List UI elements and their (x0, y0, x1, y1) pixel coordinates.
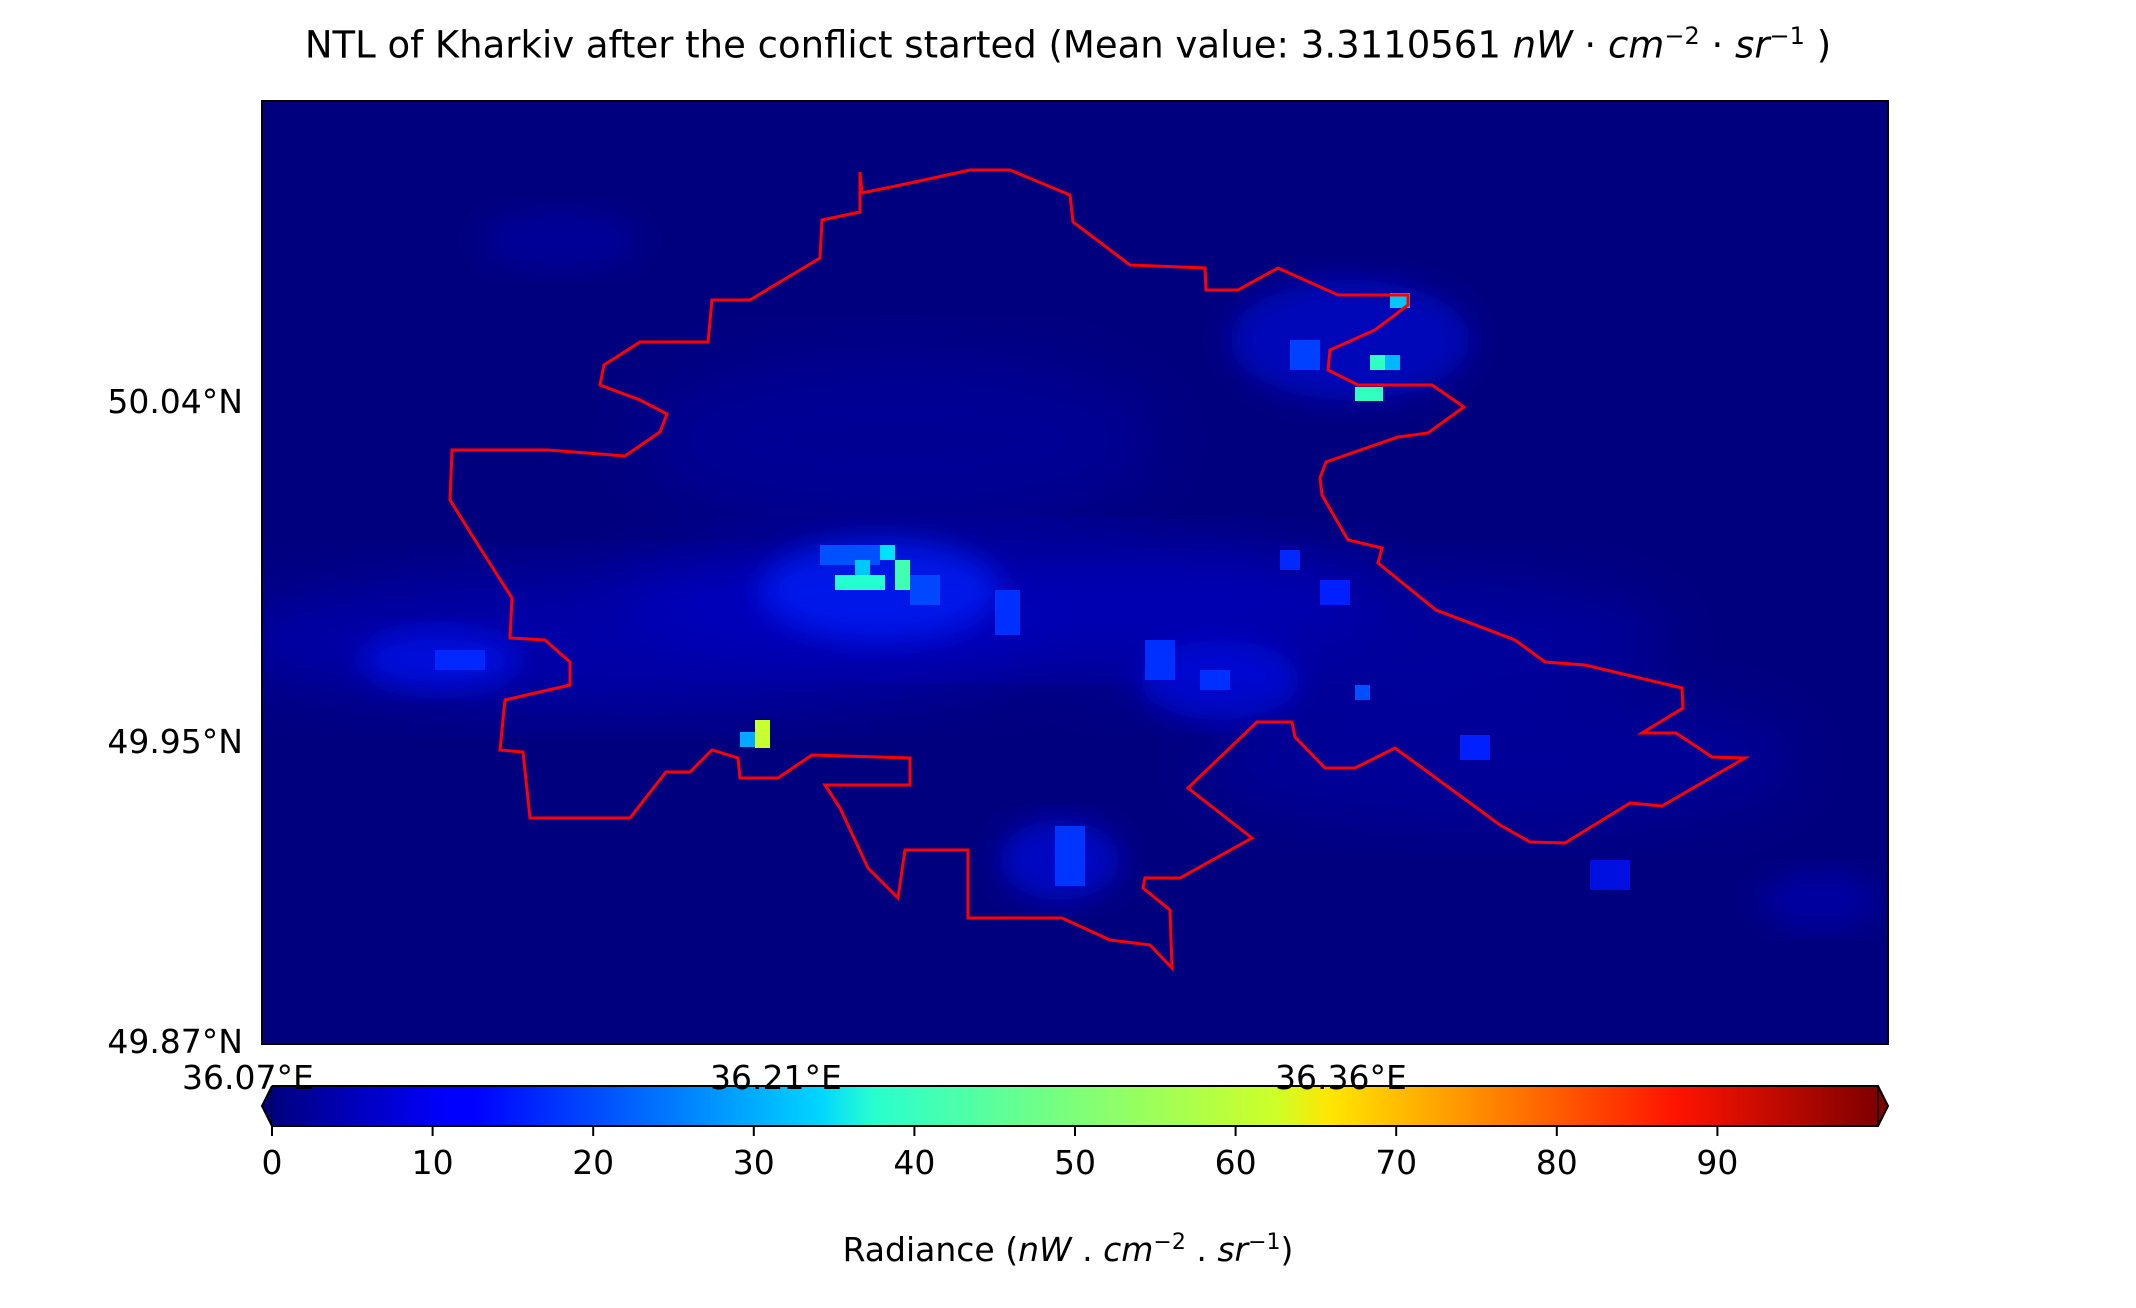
colorbar-label: Radiance (nW . cm−2 . sr−1) (0, 1230, 2136, 1269)
radiance-glow (262, 210, 1880, 930)
colorbar-tick-label: 80 (1536, 1143, 1578, 1182)
lat-label-49-95: 49.95°N (107, 722, 243, 761)
lat-label-49-87: 49.87°N (107, 1022, 243, 1061)
colorbar-gradient (272, 1086, 1878, 1126)
title-unit-nw: nW (1512, 23, 1573, 67)
colorbar-tick-label: 40 (893, 1143, 935, 1182)
colorbar-tick-label: 50 (1054, 1143, 1096, 1182)
colorbar-tick-label: 10 (412, 1143, 454, 1182)
lon-label-36-07: 36.07°E (182, 1058, 314, 1097)
colorbar: 0 10 20 30 40 50 60 70 80 90 (260, 1085, 1890, 1182)
cb-label-unit-sr: sr (1217, 1230, 1249, 1269)
cb-label-sep-2: . (1185, 1230, 1218, 1269)
map-title: NTL of Kharkiv after the conflict starte… (0, 22, 2136, 66)
title-dot-1: · (1572, 23, 1608, 67)
lon-label-36-36: 36.36°E (1275, 1058, 1407, 1097)
cb-label-prefix: Radiance ( (842, 1230, 1019, 1269)
colorbar-tick-labels: 0 10 20 30 40 50 60 70 80 90 (262, 1143, 1739, 1182)
cb-label-unit-nw: nW (1018, 1230, 1072, 1269)
title-unit-sr: sr (1735, 23, 1770, 67)
cb-label-unit-cm: cm (1103, 1230, 1154, 1269)
cb-label-sep-1: . (1071, 1230, 1104, 1269)
lon-label-36-21: 36.21°E (710, 1058, 842, 1097)
title-exp-cm: −2 (1664, 22, 1700, 50)
map-frame (261, 100, 1889, 1045)
colorbar-outline (260, 1085, 1890, 1127)
colorbar-tick-label: 60 (1215, 1143, 1257, 1182)
cb-label-suffix: ) (1280, 1230, 1294, 1269)
radiance-pixels (435, 293, 1630, 890)
title-unit-cm: cm (1607, 23, 1665, 67)
colorbar-tick-label: 20 (572, 1143, 614, 1182)
lat-label-50-04: 50.04°N (107, 382, 243, 421)
title-exp-sr: −1 (1769, 22, 1805, 50)
title-dot-2: · (1699, 23, 1736, 67)
title-suffix: ) (1804, 23, 1832, 67)
colorbar-tick-label: 30 (733, 1143, 775, 1182)
cb-label-exp-sr: −1 (1248, 1230, 1281, 1255)
colorbar-tick-label: 70 (1375, 1143, 1417, 1182)
kharkiv-boundary (448, 168, 1751, 972)
colorbar-tick-label: 0 (262, 1143, 283, 1182)
colorbar-ticks (271, 1126, 1719, 1136)
colorbar-tick-label: 90 (1696, 1143, 1738, 1182)
cb-label-exp-cm: −2 (1153, 1230, 1186, 1255)
colorbar-over-arrow (1877, 1085, 1889, 1127)
title-prefix: NTL of Kharkiv after the conflict starte… (304, 23, 1513, 67)
